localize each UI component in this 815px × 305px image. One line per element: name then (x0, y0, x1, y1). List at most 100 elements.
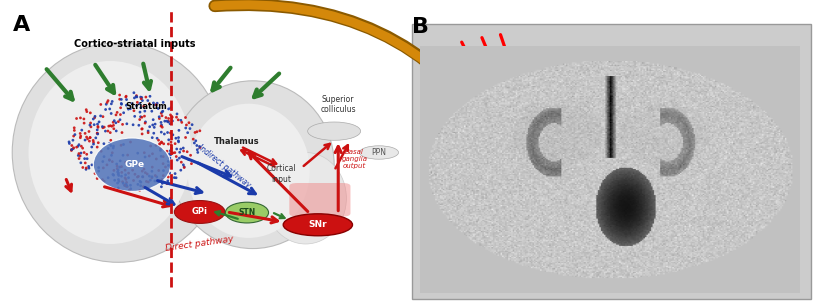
Point (102, 124, 115, 129)
Point (104, 130, 117, 135)
Point (161, 149, 174, 154)
Point (152, 114, 165, 119)
Point (120, 182, 133, 187)
Point (174, 118, 187, 123)
Point (135, 131, 148, 136)
Point (121, 121, 134, 126)
Point (111, 166, 124, 171)
Point (192, 150, 205, 155)
Point (163, 171, 176, 176)
Point (68, 128, 81, 133)
Point (144, 178, 157, 183)
Point (120, 97, 133, 102)
Point (181, 149, 194, 154)
Point (173, 128, 186, 133)
Point (122, 107, 135, 112)
Point (120, 94, 133, 99)
Point (120, 180, 133, 185)
Point (143, 102, 156, 106)
Point (126, 101, 139, 106)
Point (152, 142, 165, 147)
Point (156, 181, 169, 186)
Point (108, 178, 121, 183)
Point (80, 152, 93, 157)
Point (161, 174, 174, 179)
Point (100, 162, 113, 167)
Point (179, 135, 192, 140)
Point (80, 166, 93, 170)
Point (146, 135, 159, 140)
Point (124, 186, 137, 191)
Point (163, 151, 176, 156)
Text: Striatum: Striatum (126, 102, 168, 111)
Point (128, 95, 141, 100)
Point (191, 129, 204, 134)
Point (191, 147, 204, 152)
Point (137, 104, 150, 109)
Point (126, 159, 139, 164)
Point (95, 149, 108, 154)
Point (84, 135, 97, 140)
Point (175, 120, 188, 125)
Point (129, 172, 142, 177)
Point (173, 150, 186, 155)
Point (165, 106, 178, 110)
Point (74, 116, 87, 120)
Point (165, 142, 178, 147)
Point (98, 179, 111, 184)
Point (126, 168, 139, 173)
Point (128, 114, 141, 119)
Point (126, 161, 139, 166)
Point (155, 111, 168, 116)
Point (117, 142, 130, 147)
Point (81, 156, 94, 161)
Point (155, 124, 168, 128)
Point (150, 156, 163, 161)
Point (172, 117, 185, 122)
Point (74, 160, 87, 165)
Point (119, 160, 132, 165)
Point (155, 139, 168, 144)
Point (97, 141, 110, 146)
Point (119, 168, 132, 173)
Point (90, 131, 104, 136)
Point (103, 157, 116, 162)
Point (77, 121, 90, 126)
Point (135, 115, 148, 120)
Point (146, 174, 159, 179)
Point (172, 138, 185, 143)
Point (161, 181, 174, 186)
Ellipse shape (225, 202, 269, 223)
Point (193, 128, 206, 133)
Point (157, 141, 170, 146)
Point (145, 169, 158, 174)
Point (91, 122, 104, 127)
Point (74, 151, 87, 156)
Point (164, 121, 177, 126)
Point (158, 119, 171, 124)
Point (103, 158, 116, 163)
Text: Cortico-striatal inputs: Cortico-striatal inputs (73, 39, 196, 49)
Point (100, 100, 113, 105)
Point (70, 116, 83, 121)
Point (183, 157, 196, 162)
Point (120, 103, 133, 108)
Point (155, 154, 168, 159)
Point (136, 174, 149, 179)
Point (188, 130, 201, 135)
Point (174, 168, 187, 173)
Point (65, 147, 78, 152)
Point (96, 177, 109, 182)
Point (178, 165, 191, 170)
Point (134, 183, 148, 188)
Point (148, 122, 161, 127)
Point (156, 113, 169, 118)
Point (65, 148, 78, 153)
Point (104, 111, 117, 116)
Point (118, 183, 131, 188)
Point (96, 114, 109, 119)
Point (112, 119, 125, 124)
Point (108, 126, 121, 131)
Point (93, 120, 106, 124)
Point (149, 173, 162, 178)
